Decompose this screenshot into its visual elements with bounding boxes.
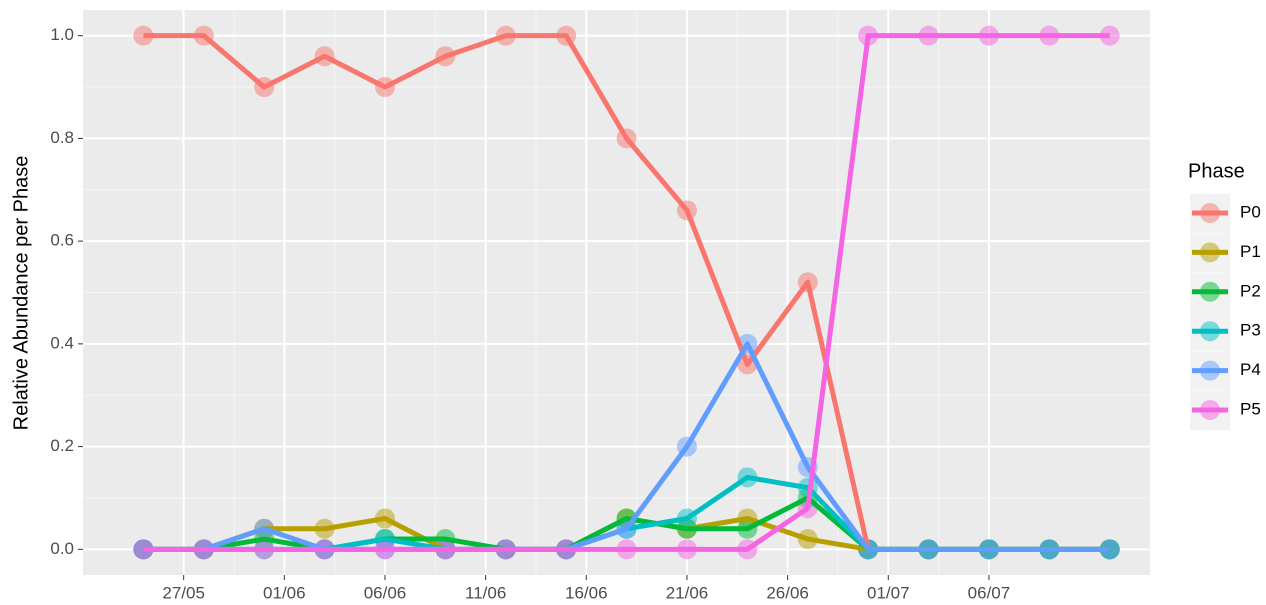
legend-title: Phase (1188, 160, 1245, 182)
legend-label: P3 (1240, 321, 1261, 340)
series-line (143, 33, 1110, 552)
x-tick-label: 01/07 (867, 583, 910, 602)
legend-key-point (1200, 242, 1220, 263)
x-tick-label: 16/06 (565, 583, 608, 602)
legend-label: P4 (1240, 360, 1261, 379)
y-tick-label: 0.6 (50, 231, 74, 250)
legend-label: P2 (1240, 281, 1261, 300)
x-tick-label: 06/06 (364, 583, 407, 602)
legend-key-point (1200, 281, 1220, 302)
legend-label: P5 (1240, 399, 1261, 418)
legend-key-point (1200, 400, 1220, 420)
x-tick-label: 21/06 (666, 583, 709, 602)
legend-label: P1 (1240, 242, 1261, 261)
x-tick-label: 11/06 (465, 583, 506, 602)
series-line (143, 341, 1110, 552)
x-tick-label: 27/05 (162, 583, 205, 602)
x-tick-label: 06/07 (968, 583, 1011, 602)
y-tick-label: 0.0 (50, 539, 74, 558)
legend-label: P0 (1240, 202, 1261, 221)
legend-key-point (1200, 321, 1220, 342)
y-tick-label: 1.0 (50, 25, 74, 44)
y-tick-label: 0.8 (50, 128, 74, 147)
x-tick-label: 26/06 (766, 583, 809, 602)
legend-key-point (1200, 203, 1220, 223)
y-tick-label: 0.2 (50, 436, 74, 455)
y-tick-label: 0.4 (50, 333, 74, 352)
x-tick-label: 01/06 (263, 583, 306, 602)
legend-key-point (1200, 360, 1220, 381)
y-axis-label: Relative Abundance per Phase (10, 156, 32, 431)
